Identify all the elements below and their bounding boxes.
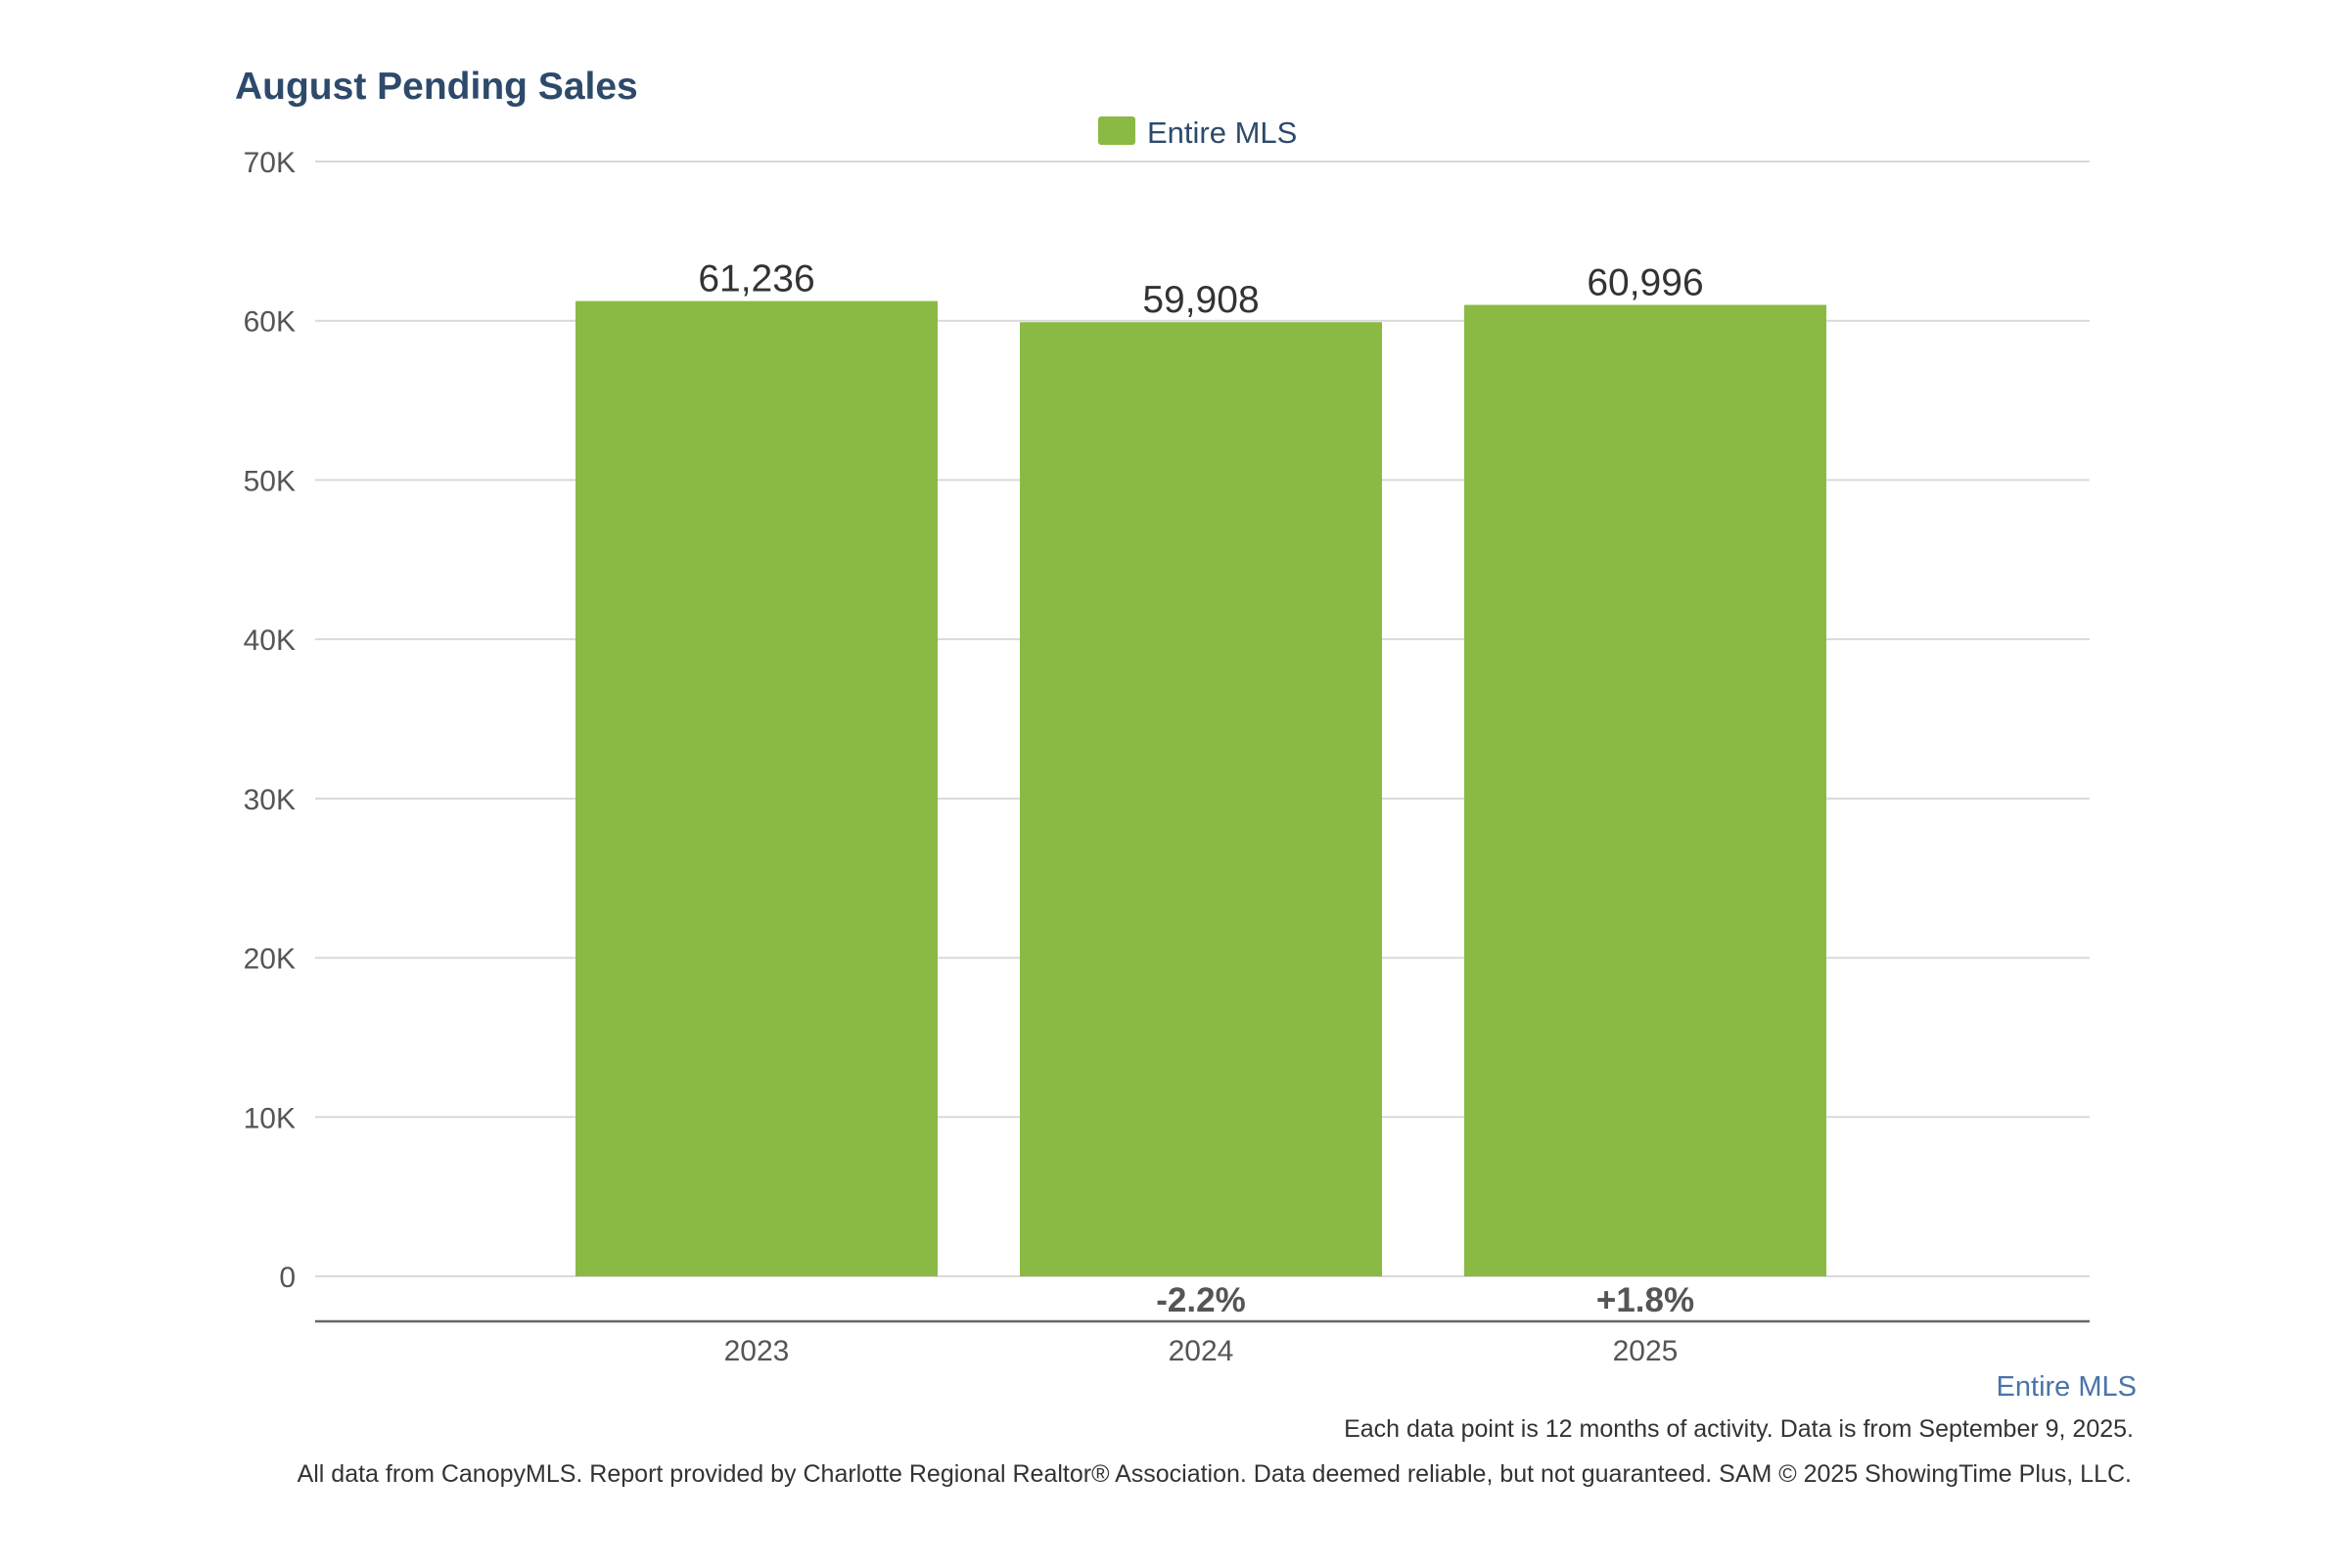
data-label-2025: 60,996 [1587,262,1703,304]
y-tick-label: 40K [244,624,296,657]
bars: 61,236 59,908 -2.2% 60,996 +1.8% [576,258,1826,1319]
data-label-2023: 61,236 [698,258,814,300]
bar-2025[interactable] [1464,304,1826,1276]
footnote-activity: Each data point is 12 months of activity… [1344,1415,2134,1443]
legend[interactable]: Entire MLS [1098,115,1297,150]
y-tick-label: 60K [244,306,296,339]
legend-swatch [1098,116,1135,145]
y-axis: 0 10K 20K 30K 40K 50K 60K 70K [244,147,296,1294]
series-note: Entire MLS [1997,1371,2137,1403]
y-tick-label: 10K [244,1102,296,1134]
legend-label: Entire MLS [1147,115,1297,150]
change-label-2025: +1.8% [1596,1281,1694,1319]
bar-2024[interactable] [1020,322,1382,1276]
y-tick-label: 30K [244,784,296,816]
x-axis: 2023 2024 2025 [315,1319,2090,1367]
change-label-2024: -2.2% [1156,1281,1245,1319]
x-tick-label-2024: 2024 [1169,1335,1234,1367]
chart-title: August Pending Sales [235,66,638,108]
data-label-2024: 59,908 [1142,279,1259,321]
y-tick-label: 70K [244,147,296,179]
y-tick-label: 20K [244,944,296,976]
bar-2023[interactable] [576,300,938,1277]
y-tick-label: 50K [244,465,296,497]
x-tick-label-2025: 2025 [1613,1335,1679,1367]
footnote-source: All data from CanopyMLS. Report provided… [298,1460,2132,1488]
x-tick-label-2023: 2023 [724,1335,790,1367]
y-tick-label: 0 [279,1262,296,1294]
